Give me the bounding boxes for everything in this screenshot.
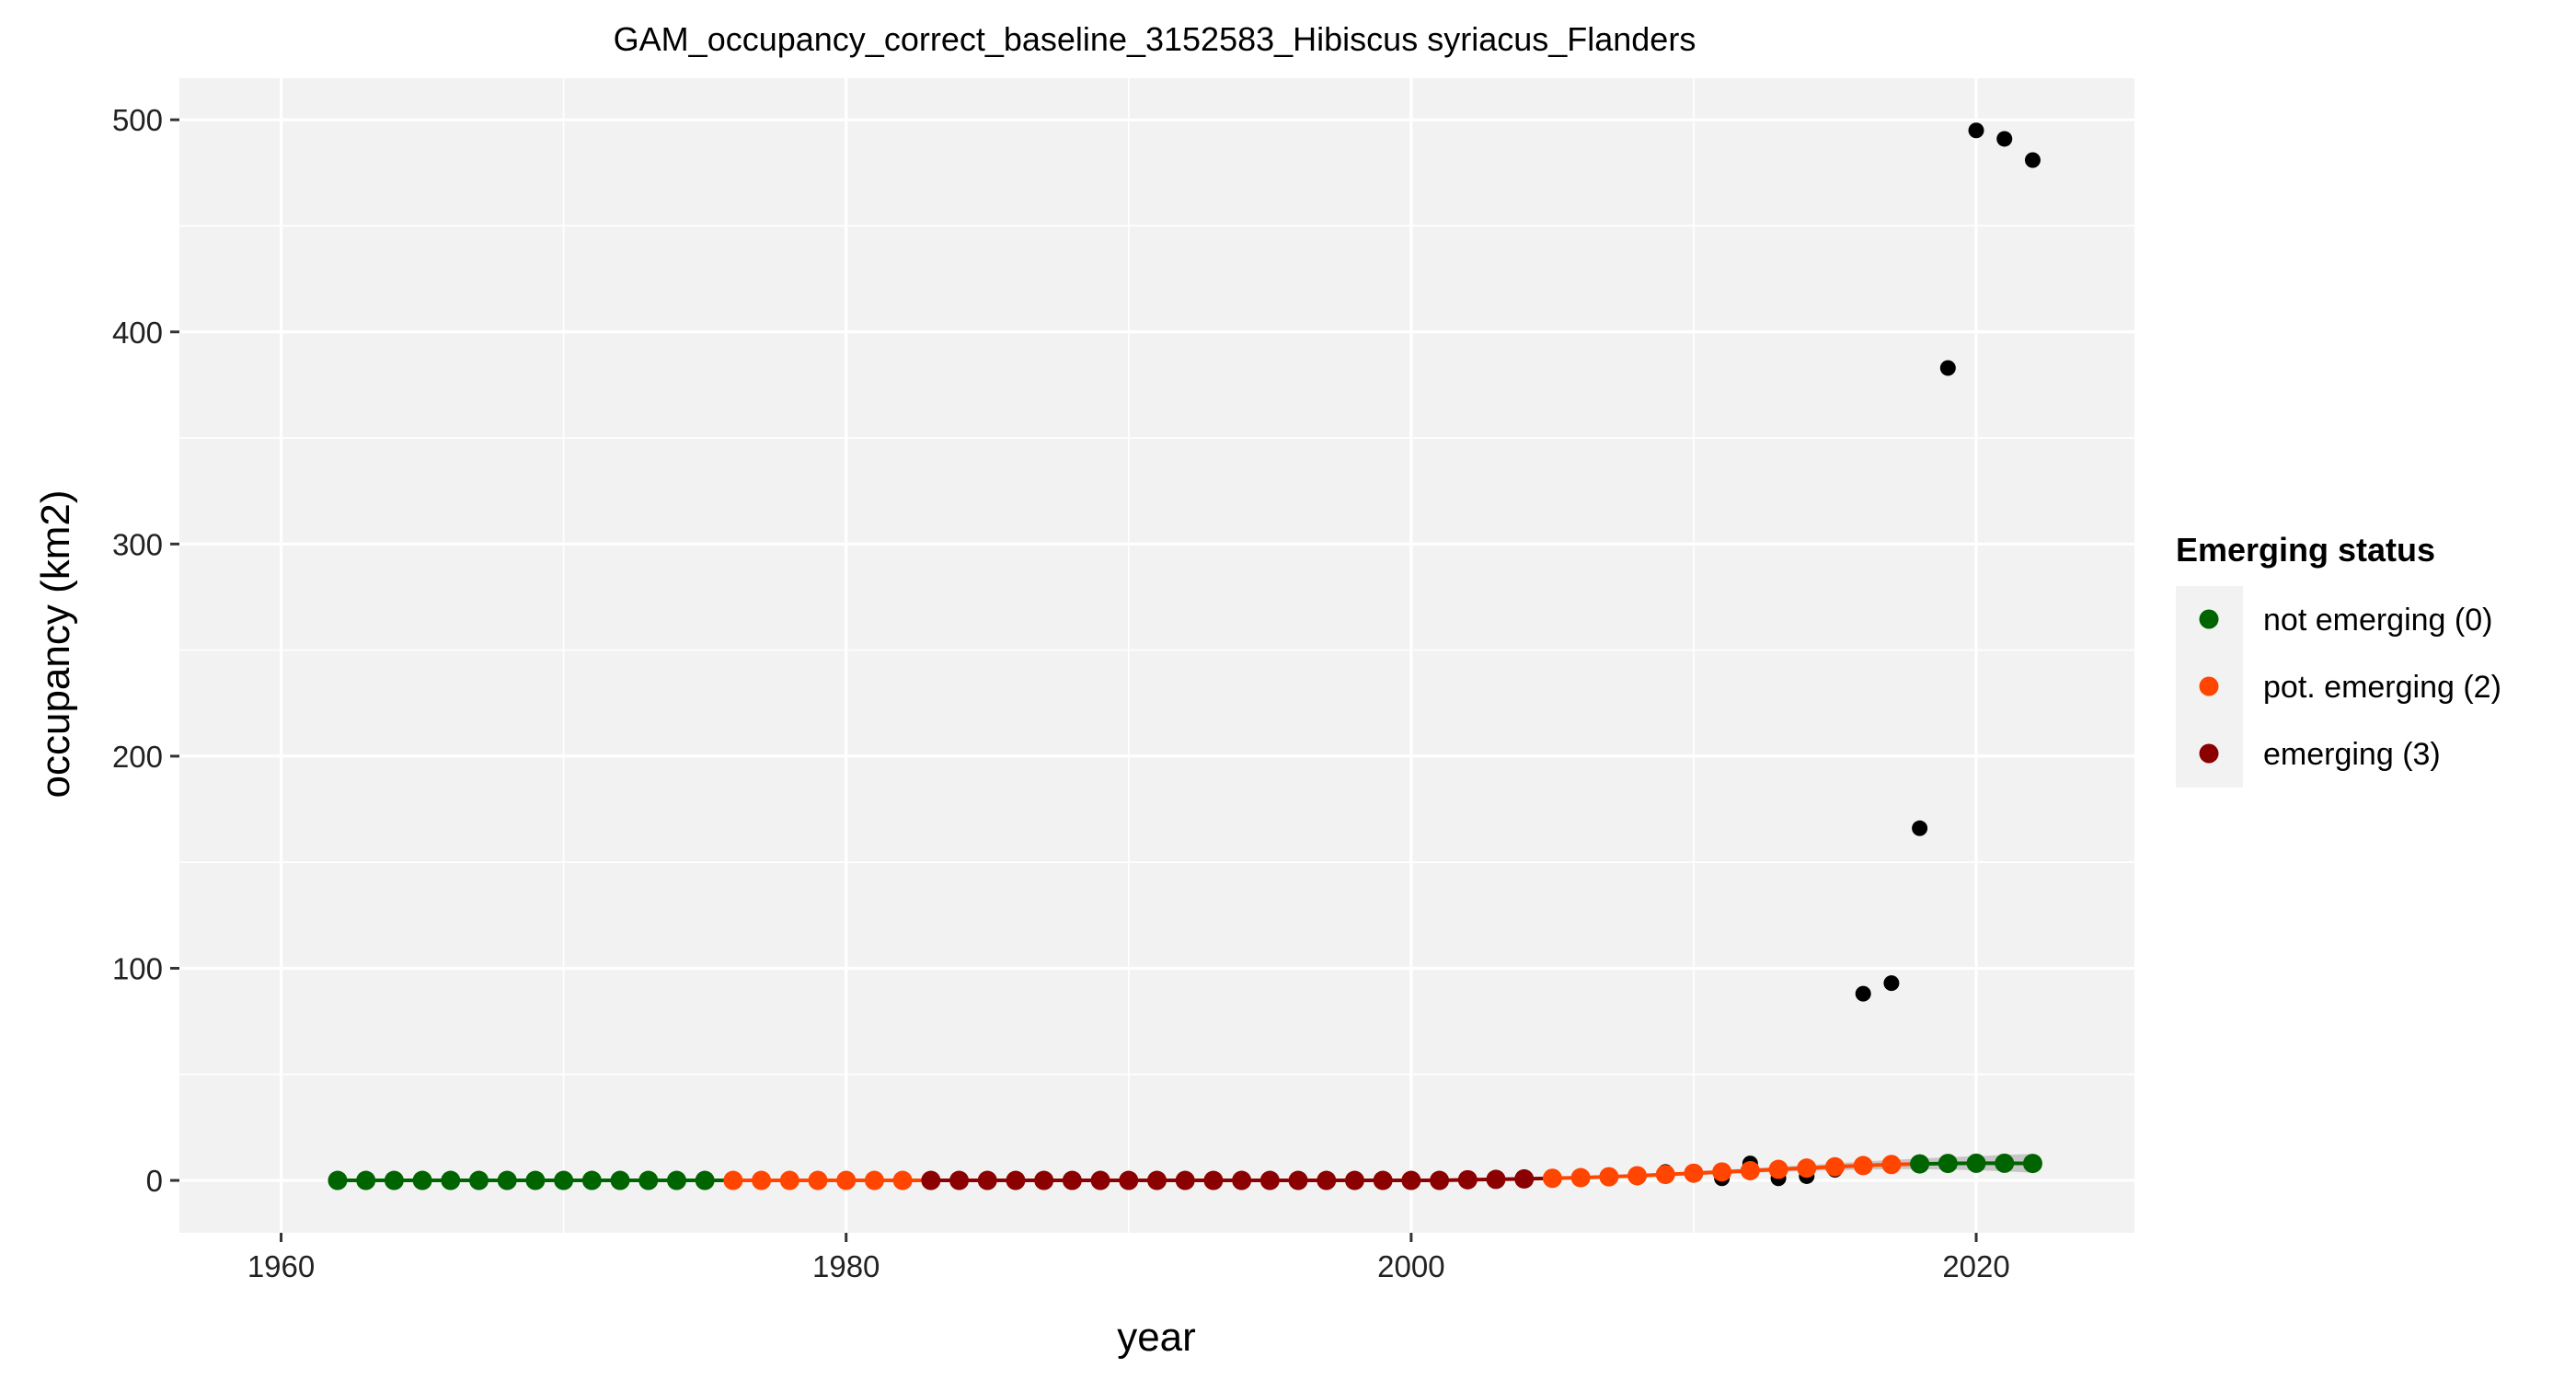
x-tick-label: 1960 — [247, 1249, 315, 1283]
observed-point — [1939, 360, 1956, 376]
status-point — [723, 1170, 743, 1190]
status-point — [808, 1170, 828, 1190]
status-point — [949, 1170, 970, 1190]
status-point — [1259, 1170, 1280, 1190]
status-point — [610, 1170, 630, 1190]
status-point — [1232, 1170, 1252, 1190]
plot-panel — [179, 78, 2134, 1233]
status-point — [921, 1170, 941, 1190]
y-tick-label: 300 — [112, 527, 163, 561]
status-point — [638, 1170, 659, 1190]
status-point — [1570, 1167, 1591, 1188]
status-point — [1344, 1170, 1364, 1190]
status-point — [384, 1170, 404, 1190]
legend-title: Emerging status — [2176, 531, 2435, 569]
status-point — [1797, 1158, 1817, 1179]
status-point — [695, 1170, 715, 1190]
status-point — [581, 1170, 602, 1190]
status-point — [525, 1170, 546, 1190]
status-point — [1486, 1169, 1506, 1190]
status-point — [1627, 1166, 1648, 1186]
legend-label: not emerging (0) — [2263, 603, 2492, 638]
status-point — [441, 1170, 461, 1190]
observed-point — [1883, 975, 1900, 992]
status-point — [1599, 1167, 1619, 1187]
observed-point — [1855, 985, 1871, 1002]
status-point — [752, 1170, 772, 1190]
status-point — [1712, 1162, 1732, 1182]
status-point — [1175, 1170, 1195, 1190]
observed-point — [1968, 122, 1984, 139]
status-point — [1995, 1153, 2015, 1173]
x-tick-label: 2020 — [1942, 1249, 2009, 1283]
status-point — [666, 1170, 686, 1190]
status-point — [497, 1170, 517, 1190]
status-point — [1317, 1170, 1337, 1190]
status-point — [1514, 1168, 1535, 1189]
status-point — [412, 1170, 432, 1190]
legend-key — [2199, 609, 2219, 629]
legend-label: emerging (3) — [2263, 737, 2441, 772]
status-point — [1768, 1159, 1788, 1179]
status-point — [1966, 1153, 1986, 1173]
x-axis: 1960 1980 2000 2020 — [247, 1233, 2010, 1283]
status-point — [1881, 1155, 1902, 1175]
y-tick-label: 0 — [146, 1164, 163, 1198]
status-point — [1910, 1154, 1930, 1174]
status-point — [1655, 1165, 1675, 1185]
status-point — [1119, 1170, 1139, 1190]
status-point — [1853, 1156, 1873, 1176]
chart-title: GAM_occupancy_correct_baseline_3152583_H… — [614, 20, 1696, 58]
x-axis-label: year — [1117, 1315, 1196, 1360]
x-tick-label: 2000 — [1377, 1249, 1444, 1283]
status-point — [779, 1170, 799, 1190]
status-point — [1542, 1168, 1562, 1189]
status-point — [892, 1170, 913, 1190]
y-axis: 0 100 200 300 400 500 — [112, 103, 179, 1198]
status-point — [1203, 1170, 1224, 1190]
status-point — [1430, 1170, 1450, 1190]
status-point — [1824, 1156, 1845, 1177]
status-point — [1938, 1154, 1958, 1174]
status-point — [1034, 1170, 1054, 1190]
status-point — [836, 1170, 857, 1190]
status-point — [1090, 1170, 1110, 1190]
observed-point — [1912, 820, 1928, 836]
legend-entries: not emerging (0) pot. emerging (2) emergin… — [2199, 603, 2501, 772]
legend: Emerging status not emerging (0) pot. eme… — [2176, 531, 2501, 788]
legend-key — [2199, 743, 2219, 764]
y-tick-label: 200 — [112, 740, 163, 774]
status-point — [2022, 1154, 2042, 1174]
status-point — [1006, 1170, 1026, 1190]
status-point — [1740, 1160, 1760, 1180]
status-point — [1373, 1170, 1393, 1190]
status-point — [1684, 1163, 1704, 1183]
status-point — [977, 1170, 997, 1190]
y-tick-label: 400 — [112, 316, 163, 350]
observed-point — [2024, 152, 2041, 168]
x-tick-label: 1980 — [812, 1249, 880, 1283]
status-point — [356, 1170, 376, 1190]
legend-key — [2199, 676, 2219, 696]
status-point — [1288, 1170, 1308, 1190]
legend-label: pot. emerging (2) — [2263, 670, 2501, 705]
y-axis-label: occupancy (km2) — [33, 489, 78, 798]
status-point — [328, 1170, 348, 1190]
y-tick-label: 500 — [112, 103, 163, 137]
status-point — [1401, 1170, 1421, 1190]
status-point — [1147, 1170, 1167, 1190]
y-tick-label: 100 — [112, 951, 163, 985]
status-point — [469, 1170, 489, 1190]
status-point — [1457, 1169, 1478, 1190]
status-points-layer — [328, 1153, 2042, 1190]
status-point — [1062, 1170, 1082, 1190]
observed-point — [1996, 131, 2013, 147]
status-point — [864, 1170, 884, 1190]
status-point — [554, 1170, 574, 1190]
